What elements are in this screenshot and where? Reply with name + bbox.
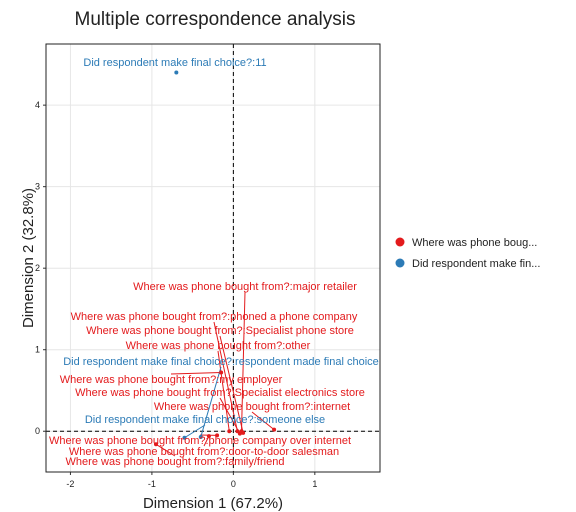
leader-line bbox=[184, 424, 206, 439]
point-label: Did respondent make final choice?:respon… bbox=[63, 356, 379, 368]
x-axis-title: Dimension 1 (67.2%) bbox=[143, 495, 283, 512]
x-tick-label: 0 bbox=[231, 479, 236, 489]
point-label: Where was phone bought from?:Specialist … bbox=[75, 387, 365, 399]
legend-label: Where was phone boug... bbox=[412, 237, 537, 249]
data-point bbox=[206, 434, 211, 439]
legend-marker bbox=[395, 258, 405, 268]
reference-lines bbox=[46, 44, 380, 472]
data-point bbox=[215, 433, 220, 438]
data-point bbox=[153, 442, 158, 447]
data-point bbox=[241, 430, 246, 435]
data-point bbox=[237, 431, 242, 436]
data-point bbox=[272, 427, 277, 432]
data-point bbox=[235, 429, 240, 434]
x-tick-label: -1 bbox=[148, 479, 156, 489]
leader-line bbox=[219, 397, 241, 434]
point-label: Where was phone bought from?:internet bbox=[154, 401, 350, 413]
data-point bbox=[198, 434, 203, 439]
point-label: Where was phone bought from?:phoned a ph… bbox=[71, 311, 358, 323]
y-tick-label: 4 bbox=[35, 100, 40, 110]
legend-label: Did respondent make fin... bbox=[412, 258, 540, 270]
point-label: Where was phone bought from?:other bbox=[126, 340, 311, 352]
data-points bbox=[153, 70, 277, 447]
point-label: Did respondent make final choice?:someon… bbox=[85, 414, 325, 426]
leader-line bbox=[251, 411, 275, 430]
leader-line bbox=[241, 291, 246, 432]
leader-line bbox=[170, 372, 222, 375]
y-tick-label: 1 bbox=[35, 345, 40, 355]
y-tick-label: 2 bbox=[35, 263, 40, 273]
y-axis-title: Dimension 2 (32.8%) bbox=[20, 188, 37, 328]
leader-line bbox=[217, 350, 230, 432]
point-label: Where was phone bought from?:my employer bbox=[60, 374, 283, 386]
point-label: Did respondent make final choice?:11 bbox=[83, 57, 266, 69]
y-tick-label: 3 bbox=[35, 182, 40, 192]
plot-border bbox=[45, 43, 381, 473]
legend: Where was phone boug... Did respondent ma… bbox=[395, 237, 540, 270]
y-tick-label: 0 bbox=[35, 426, 40, 436]
point-label: Where was phone bought from?:major retai… bbox=[133, 281, 357, 293]
data-point bbox=[174, 70, 179, 75]
legend-marker bbox=[395, 237, 405, 247]
data-point bbox=[219, 370, 224, 375]
x-tick-label: -2 bbox=[66, 479, 74, 489]
data-point bbox=[182, 435, 187, 440]
leader-line bbox=[219, 335, 244, 433]
point-label: Where was phone bought from?:Specialist … bbox=[86, 325, 354, 337]
data-point bbox=[227, 429, 232, 434]
leader-line bbox=[213, 321, 238, 432]
point-label: Where was phone bought from?:family/frie… bbox=[66, 456, 285, 468]
point-labels: Where was phone bought from?:major retai… bbox=[49, 57, 379, 468]
chart-title: Multiple correspondence analysis bbox=[75, 9, 356, 30]
point-label: Where was phone bought from?:phone compa… bbox=[49, 435, 351, 447]
point-label: Where was phone bought from?:door-to-doo… bbox=[69, 446, 339, 458]
label-leader-lines bbox=[155, 291, 275, 457]
leader-line bbox=[155, 443, 176, 457]
x-tick-label: 1 bbox=[312, 479, 317, 489]
